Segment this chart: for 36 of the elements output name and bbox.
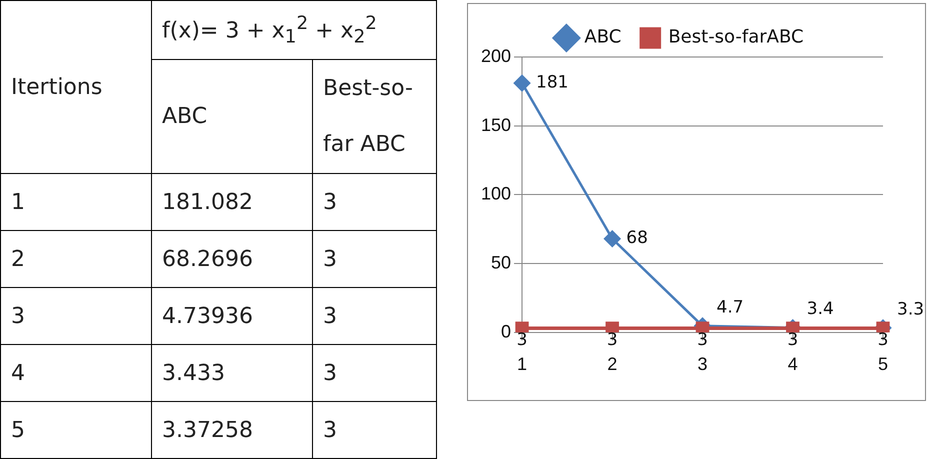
data-label: 3 <box>606 330 618 350</box>
text: 1 <box>0 174 152 230</box>
data-label: 3 <box>878 330 888 350</box>
y-tick-label: 0 <box>501 321 512 342</box>
y-tick-label: 50 <box>491 252 512 273</box>
data-label: 3 <box>787 330 798 350</box>
text: 3 <box>312 230 436 288</box>
text: 4.73936 <box>152 288 312 344</box>
data-label: 3.4 <box>806 299 834 320</box>
text: 181.082 <box>152 174 312 230</box>
x-tick-label: 5 <box>878 354 888 374</box>
text: 3 <box>312 174 436 230</box>
x-tick-label: 2 <box>607 354 618 374</box>
data-label: 181 <box>536 72 568 93</box>
text: 3.37258 <box>152 402 312 458</box>
text: 3 <box>312 402 436 458</box>
y-tick-label: 100 <box>480 184 512 204</box>
text: ABC <box>152 60 312 174</box>
data-label: 3.3 <box>897 299 924 320</box>
text: 5 <box>0 402 152 458</box>
x-tick-label: 4 <box>788 354 798 374</box>
x-tick-label: 1 <box>517 354 528 374</box>
y-tick-label: 150 <box>480 114 512 135</box>
data-label: 3 <box>516 330 528 350</box>
text: 3.433 <box>152 344 312 402</box>
legend-label: ABC <box>584 26 622 48</box>
x-tick-label: 3 <box>698 354 708 374</box>
y-tick-label: 200 <box>480 46 512 66</box>
text: Itertions <box>0 0 152 174</box>
text: Best-so-far ABC <box>323 76 413 156</box>
legend-label: Best-so-farABC <box>668 26 804 48</box>
data-label: 4.7 <box>716 297 744 318</box>
text: 68.2696 <box>152 230 312 288</box>
data-label: 68 <box>626 228 648 248</box>
data-label: 3 <box>697 330 708 350</box>
text: 2 <box>0 230 152 288</box>
